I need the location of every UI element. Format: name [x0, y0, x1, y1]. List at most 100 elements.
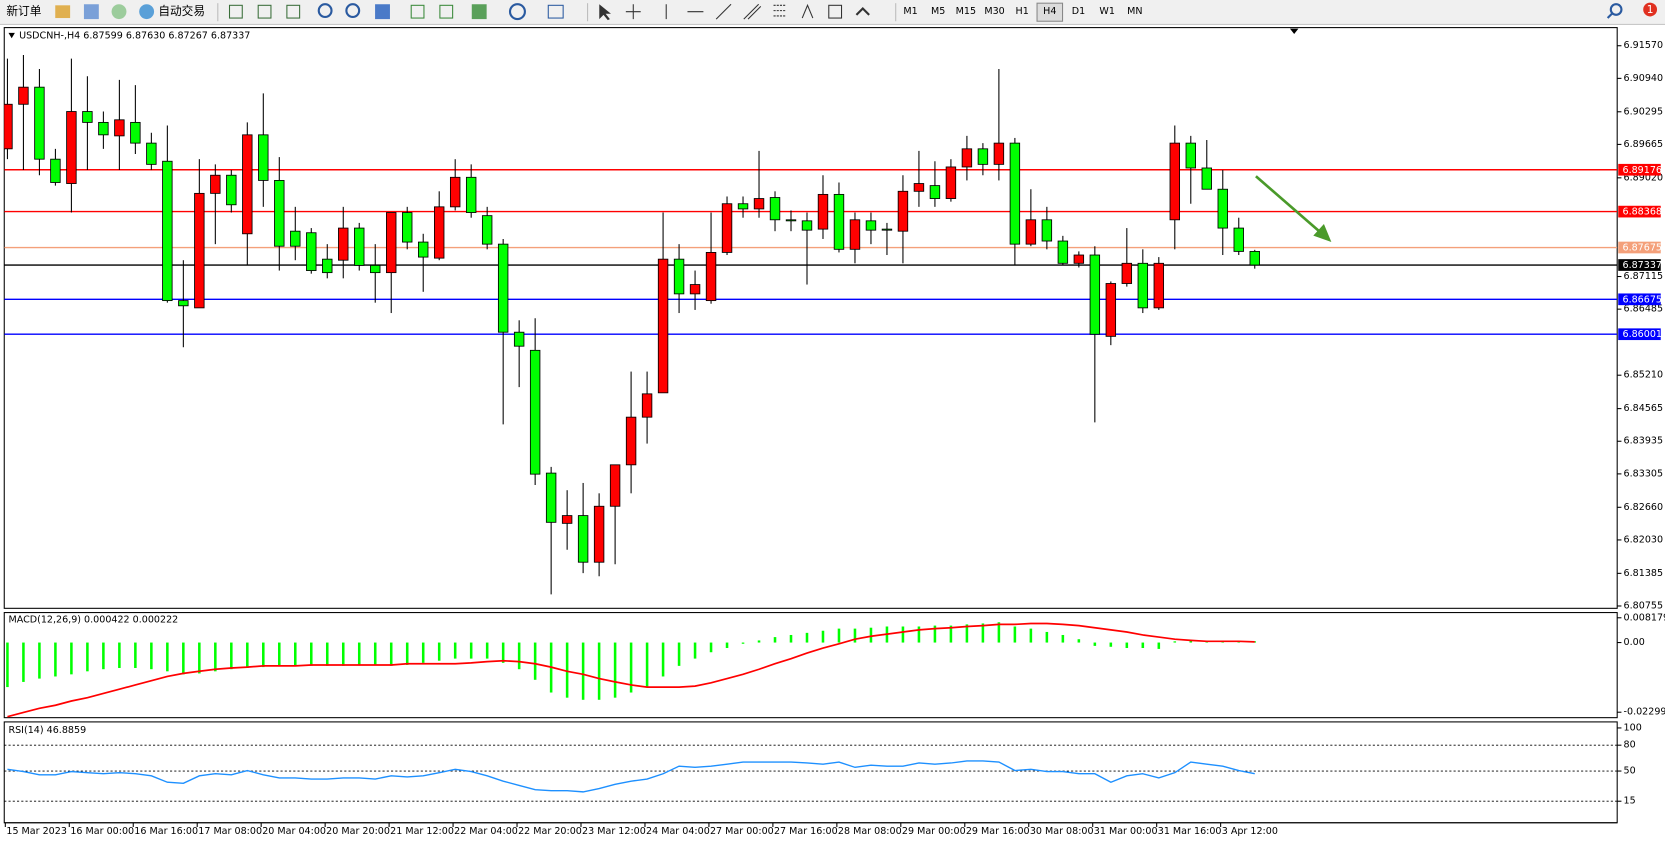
candle-body	[961, 148, 973, 168]
timeframe-button[interactable]: M1	[903, 6, 917, 17]
macd-bar	[709, 642, 713, 653]
candle-body	[801, 220, 813, 231]
icon[interactable]	[55, 5, 71, 19]
icon[interactable]	[111, 4, 127, 20]
candle-body	[1169, 142, 1181, 221]
candle-body	[1009, 142, 1021, 245]
candle-body	[577, 515, 589, 563]
candle-body	[881, 228, 893, 231]
candle-body	[98, 121, 109, 136]
trendline-tool[interactable]	[715, 3, 732, 20]
macd-bar	[485, 642, 489, 659]
search-icon[interactable]	[1609, 3, 1623, 16]
timeframes: M1 M5 M15 M30 H1 H4 D1 W1 MN	[903, 2, 1142, 22]
icon[interactable]	[508, 3, 526, 21]
macd-label: MACD(12,26,9) 0.000422 0.000222	[9, 614, 179, 625]
macd-bar	[214, 642, 217, 672]
macd-bar	[821, 630, 825, 643]
x-tick-label: 29 Mar 00:00	[902, 826, 966, 837]
x-tick-label: 16 Mar 16:00	[134, 826, 198, 837]
candle-body	[66, 111, 77, 184]
macd-bar	[6, 642, 9, 688]
y-tick-label: 6.82660	[1624, 502, 1664, 513]
macd-bar	[373, 642, 377, 665]
timeframe-button[interactable]: M15	[956, 6, 976, 17]
x-tick-label: 27 Mar 00:00	[710, 826, 774, 837]
candle-body	[18, 86, 29, 105]
x-tick-label: 20 Mar 20:00	[326, 826, 390, 837]
zoom-out[interactable]	[345, 3, 361, 19]
macd-bar	[757, 640, 761, 643]
icon[interactable]	[286, 4, 301, 19]
candle-body	[34, 86, 45, 160]
macd-bar	[869, 627, 873, 643]
icon[interactable]	[471, 4, 487, 20]
text-tool[interactable]	[801, 3, 814, 19]
auto-trading-button[interactable]: 自动交易	[158, 4, 205, 18]
icon[interactable]	[439, 4, 454, 19]
icon[interactable]	[228, 4, 243, 19]
icon[interactable]	[410, 4, 425, 19]
x-tick-label: 15 Mar 2023	[6, 826, 67, 837]
timeframe-button[interactable]: H1	[1016, 6, 1029, 17]
macd-bar	[917, 626, 921, 643]
candle-body	[1233, 227, 1244, 252]
candle-body	[785, 219, 797, 222]
x-tick-label: 23 Mar 12:00	[582, 826, 646, 837]
timeframe-button[interactable]: W1	[1099, 6, 1115, 17]
icon[interactable]	[375, 4, 390, 20]
candle-body	[242, 134, 253, 235]
y-tick-label: 6.90940	[1624, 73, 1664, 84]
crosshair-tool[interactable]	[625, 4, 641, 20]
timeframe-button[interactable]: D1	[1072, 6, 1085, 17]
level-label-bg	[1618, 163, 1661, 176]
arrows-tool[interactable]	[855, 6, 870, 16]
timeframe-button[interactable]: MN	[1127, 6, 1142, 17]
candle-body	[705, 252, 717, 302]
macd-bar	[789, 634, 793, 643]
candle-body	[737, 203, 749, 210]
fibo-tool[interactable]	[773, 4, 787, 17]
macd-bar	[134, 642, 137, 668]
macd-bar	[70, 642, 73, 675]
level-label: 6.86001	[1622, 329, 1662, 340]
x-tick-label: 28 Mar 08:00	[838, 826, 902, 837]
channel-tool[interactable]	[743, 3, 762, 20]
label-tool[interactable]	[828, 4, 843, 19]
new-order-button[interactable]: 新订单	[6, 4, 41, 18]
candle-body	[833, 193, 845, 250]
macd-bar	[1093, 642, 1097, 646]
macd-bar	[1109, 642, 1113, 647]
search-icon-handle	[1606, 13, 1613, 19]
notification-badge[interactable]	[1643, 2, 1658, 17]
timeframe-button[interactable]: M5	[931, 6, 945, 17]
macd-bar	[773, 637, 777, 643]
macd-bar	[469, 642, 473, 659]
candle-body	[561, 515, 573, 524]
timeframe-button[interactable]: M30	[984, 6, 1004, 17]
candle-body	[993, 142, 1005, 165]
x-tick-label: 31 Mar 00:00	[1094, 826, 1158, 837]
icon[interactable]	[547, 4, 564, 19]
macd-bar	[421, 642, 425, 663]
candle-body	[1185, 142, 1196, 169]
macd-bar	[741, 642, 745, 644]
macd-bar	[166, 642, 169, 672]
candle-body	[194, 192, 205, 309]
zoom-in[interactable]	[317, 3, 333, 19]
macd-bar	[278, 642, 281, 666]
macd-bar	[853, 628, 857, 643]
macd-bar	[981, 623, 985, 643]
icon[interactable]	[83, 4, 99, 20]
notification-count: 1	[1647, 3, 1654, 16]
candle-body	[929, 185, 941, 199]
icon[interactable]	[257, 4, 272, 19]
candle-body	[50, 158, 61, 183]
cursor-tool[interactable]	[599, 4, 611, 21]
y-tick-label: 6.82030	[1624, 534, 1664, 545]
y-tick-label: 6.83305	[1624, 468, 1664, 479]
timeframe-button[interactable]: H4	[1043, 6, 1056, 17]
y-tick-label: 6.89665	[1624, 139, 1664, 150]
auto-trading-icon[interactable]	[139, 4, 155, 20]
